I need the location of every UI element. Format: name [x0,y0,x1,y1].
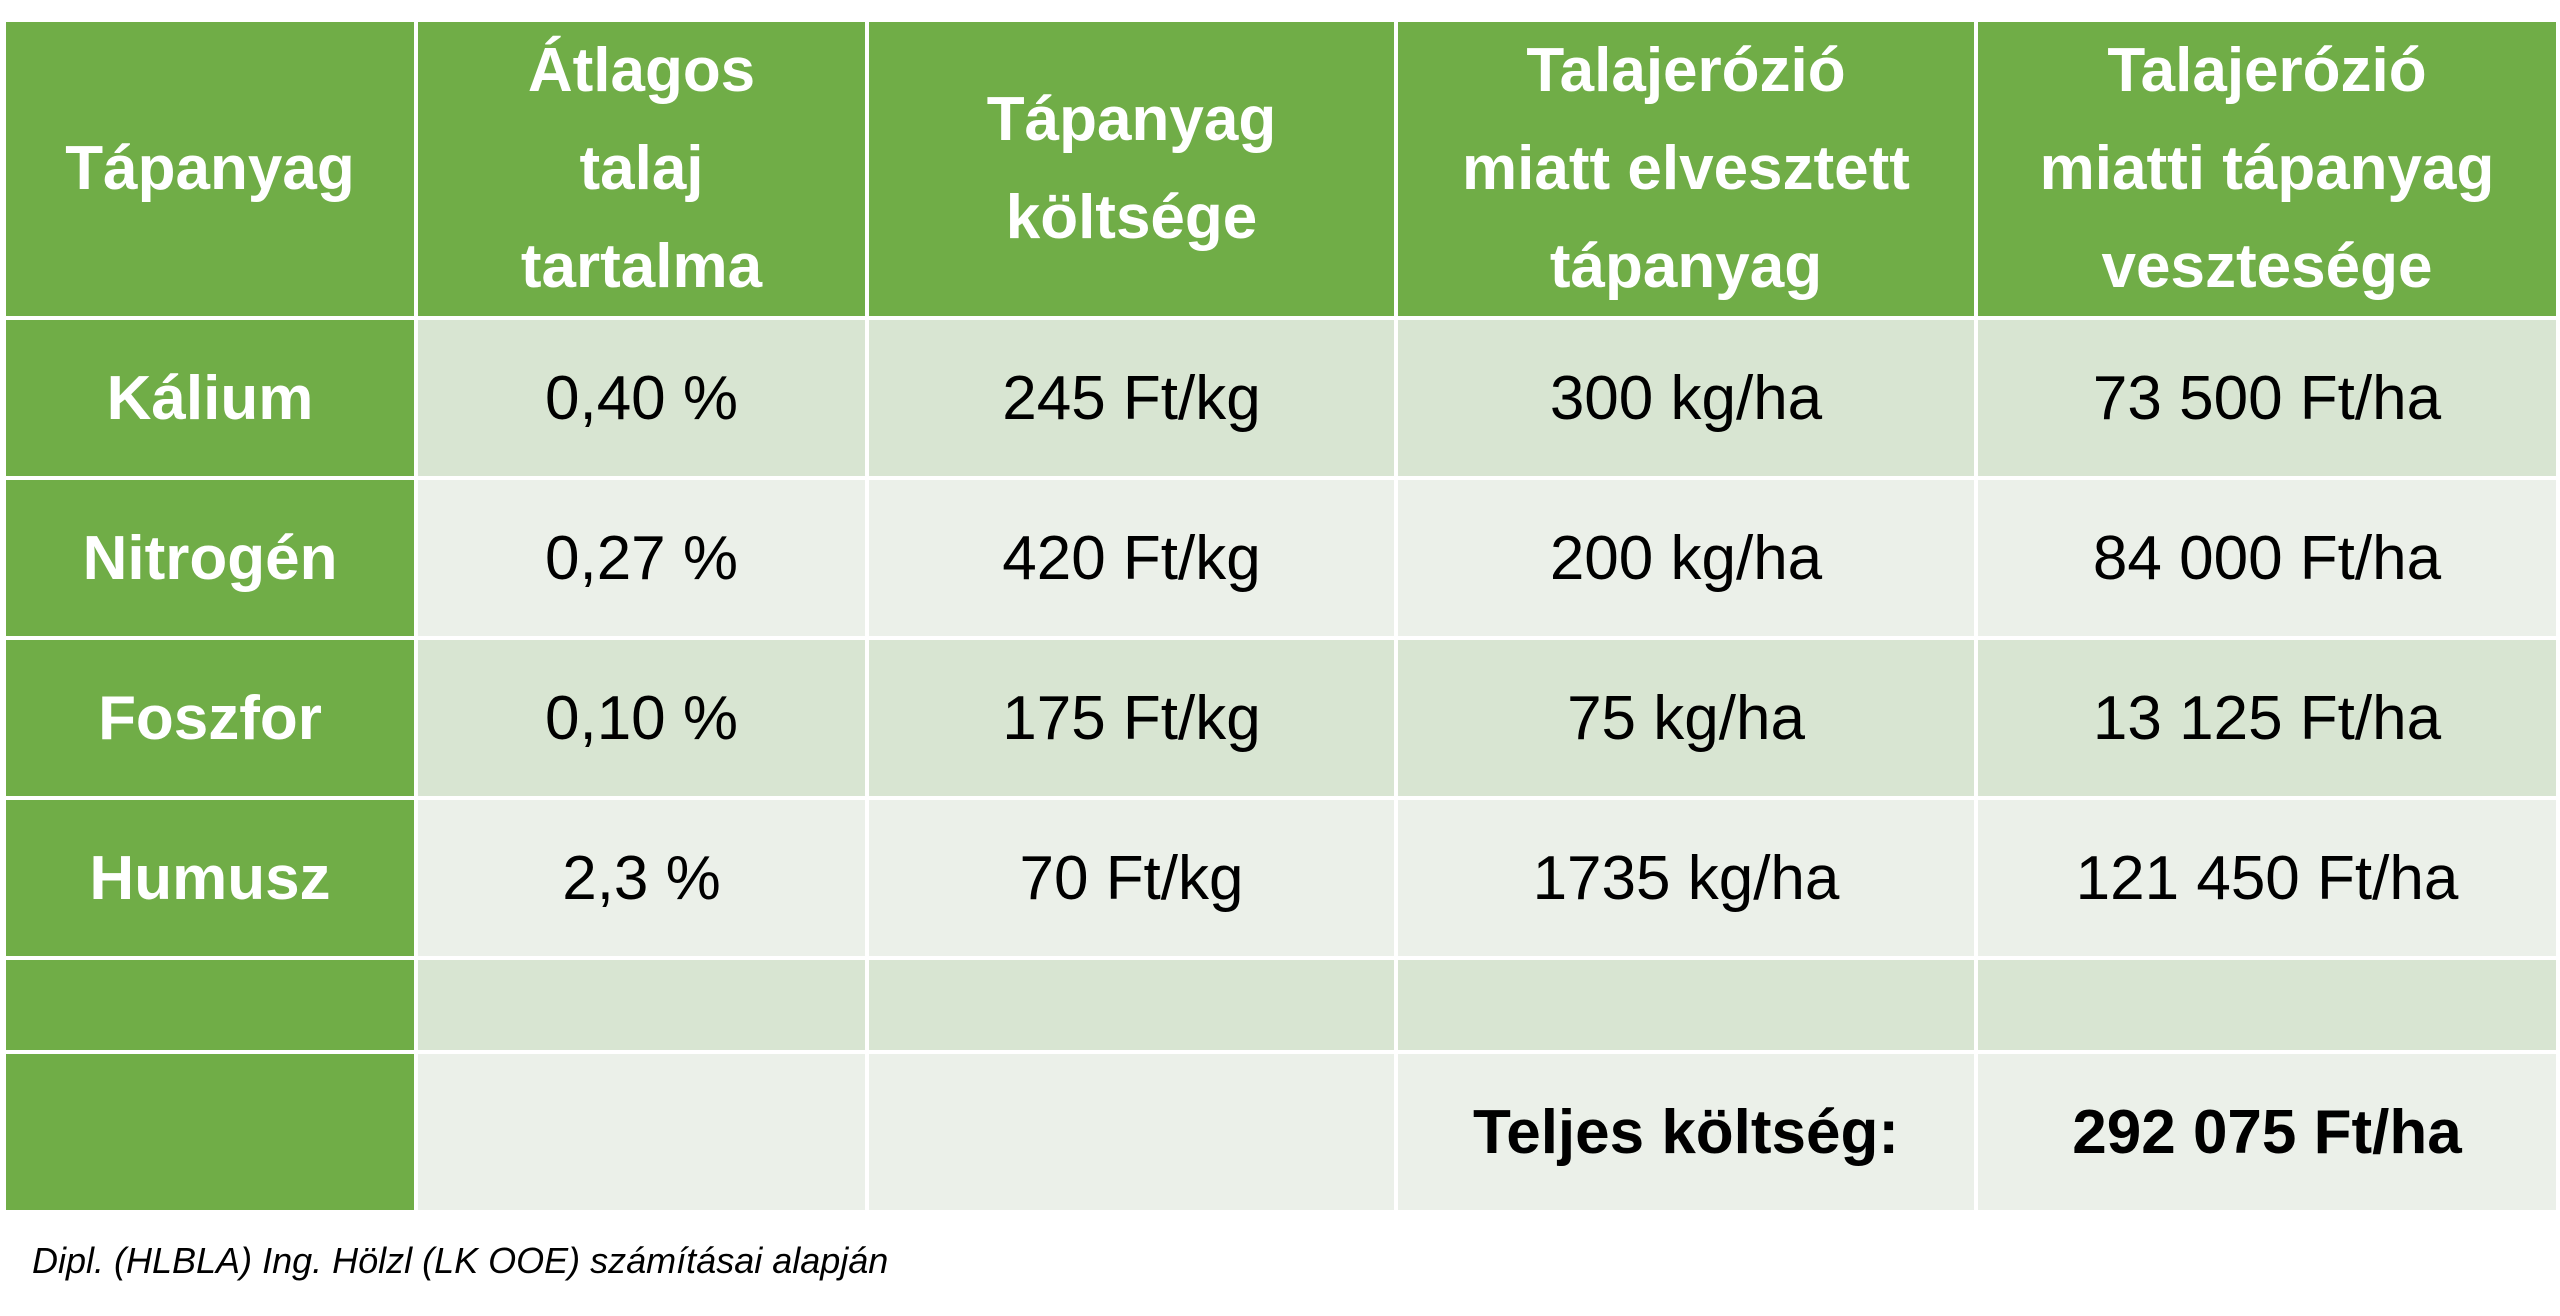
cell: 2,3 % [414,796,869,960]
row-label: Kálium [2,316,418,480]
empty-row [2,956,2560,1054]
empty-cell [414,1050,869,1214]
cell: 0,40 % [414,316,869,480]
cell: 70 Ft/kg [865,796,1398,960]
cell: 1735 kg/ha [1394,796,1978,960]
table-row: Nitrogén 0,27 % 420 Ft/kg 200 kg/ha 84 000 F… [2,476,2560,640]
total-value: 292 075 Ft/ha [1974,1050,2560,1214]
row-label: Nitrogén [2,476,418,640]
table-row: Foszfor 0,10 % 175 Ft/kg 75 kg/ha 13 125 Ft/… [2,636,2560,800]
empty-cell [2,956,418,1054]
cell: 245 Ft/kg [865,316,1398,480]
row-label: Humusz [2,796,418,960]
header-cell: Átlagos talaj tartalma [414,18,869,320]
header-line: miatt elvesztett [1462,134,1910,203]
cell: 175 Ft/kg [865,636,1398,800]
header-line: tápanyag [1549,232,1823,301]
header-cell: Talajerózió miatti tápanyag vesztesége [1974,18,2560,320]
empty-cell [2,1050,418,1214]
cell: 84 000 Ft/ha [1974,476,2560,640]
cell: 420 Ft/kg [865,476,1398,640]
header-line: talaj [579,134,704,203]
header-line: Átlagos [527,36,756,105]
header-cell: Tápanyag [2,18,418,320]
cell: 75 kg/ha [1394,636,1978,800]
footnote: Dipl. (HLBLA) Ing. Hölzl (LK OOE) számít… [32,1240,889,1281]
cell: 300 kg/ha [1394,316,1978,480]
empty-cell [1394,956,1978,1054]
header-line: tartalma [520,232,763,301]
header-cell: Talajerózió miatt elvesztett tápanyag [1394,18,1978,320]
header-line: Talajerózió [2107,36,2427,105]
nutrient-table: Tápanyag Átlagos talaj tartalma Tápanyag költ… [2,18,2560,1214]
header-row: Tápanyag Átlagos talaj tartalma Tápanyag költ… [2,18,2560,320]
empty-cell [414,956,869,1054]
table-row: Humusz 2,3 % 70 Ft/kg 1735 kg/ha 121 450 Ft/… [2,796,2560,960]
header-line: Talajerózió [1526,36,1846,105]
cell: 13 125 Ft/ha [1974,636,2560,800]
header-line: Tápanyag [65,134,355,203]
empty-cell [1974,956,2560,1054]
header-line: Tápanyag [986,85,1277,154]
table-body: Kálium 0,40 % 245 Ft/kg 300 kg/ha 73 500 Ft/… [2,316,2560,1214]
cell: 0,10 % [414,636,869,800]
total-label: Teljes költség: [1394,1050,1978,1214]
row-label: Foszfor [2,636,418,800]
cell: 0,27 % [414,476,869,640]
header-line: miatti tápanyag [2039,134,2495,203]
header-cell: Tápanyag költsége [865,18,1398,320]
total-row: Teljes költség: 292 075 Ft/ha [2,1050,2560,1214]
empty-cell [865,1050,1398,1214]
empty-cell [865,956,1398,1054]
cell: 121 450 Ft/ha [1974,796,2560,960]
cell: 73 500 Ft/ha [1974,316,2560,480]
header-line: költsége [1005,183,1258,252]
header-line: vesztesége [2101,232,2433,301]
cell: 200 kg/ha [1394,476,1978,640]
table-row: Kálium 0,40 % 245 Ft/kg 300 kg/ha 73 500 Ft/… [2,316,2560,480]
